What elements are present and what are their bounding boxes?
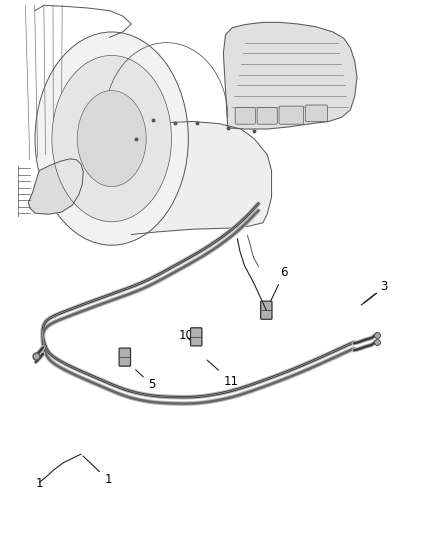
- FancyBboxPatch shape: [119, 348, 131, 366]
- FancyBboxPatch shape: [191, 328, 202, 346]
- FancyBboxPatch shape: [261, 301, 272, 319]
- Text: 5: 5: [136, 370, 155, 391]
- Text: 1: 1: [83, 456, 112, 486]
- Text: 6: 6: [268, 266, 288, 308]
- Ellipse shape: [77, 91, 146, 187]
- Polygon shape: [223, 22, 357, 129]
- Polygon shape: [28, 159, 83, 214]
- Polygon shape: [110, 122, 272, 235]
- Ellipse shape: [35, 32, 188, 245]
- FancyBboxPatch shape: [257, 108, 277, 124]
- Text: 11: 11: [207, 360, 238, 387]
- Ellipse shape: [52, 55, 171, 222]
- Text: 10: 10: [179, 329, 194, 342]
- Text: 1: 1: [36, 477, 43, 490]
- Text: 3: 3: [364, 280, 388, 303]
- FancyBboxPatch shape: [235, 108, 255, 124]
- FancyBboxPatch shape: [279, 106, 304, 124]
- FancyBboxPatch shape: [305, 105, 328, 122]
